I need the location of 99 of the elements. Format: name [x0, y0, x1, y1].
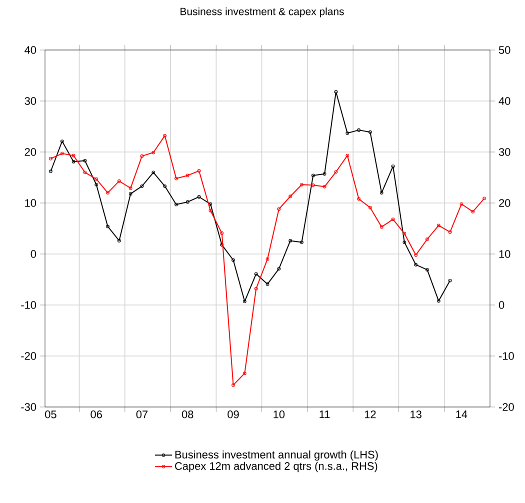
- point: [72, 154, 76, 158]
- point: [436, 224, 440, 228]
- x-tick-label: 05: [45, 410, 56, 418]
- y-tick-label: 40: [24, 46, 36, 54]
- y-tick-label: 30: [24, 97, 36, 105]
- point: [128, 186, 132, 190]
- point: [152, 170, 156, 174]
- y2-tick-label: -10: [498, 352, 514, 360]
- x-tick-label: 11: [320, 410, 330, 418]
- point: [357, 128, 360, 132]
- point: [288, 194, 292, 198]
- point: [402, 232, 406, 236]
- point: [357, 197, 360, 201]
- y-tick-label: 10: [25, 199, 36, 207]
- point: [163, 134, 167, 138]
- point: [106, 224, 110, 228]
- y-tick-label: -30: [21, 403, 36, 411]
- y-tick-label: 20: [24, 148, 36, 156]
- point: [232, 258, 235, 262]
- point: [426, 268, 429, 272]
- point: [72, 160, 76, 164]
- point: [60, 140, 64, 143]
- x-tick-label: 06: [90, 410, 102, 418]
- point: [94, 182, 98, 186]
- point: [426, 238, 429, 241]
- point: [174, 176, 178, 180]
- point: [322, 172, 326, 176]
- x-tick-label: 07: [136, 410, 148, 418]
- point: [266, 257, 270, 261]
- point: [380, 225, 384, 229]
- x-tick-label: 12: [364, 410, 376, 418]
- y2-tick-label: 10: [499, 250, 510, 258]
- point: [197, 195, 201, 199]
- point: [277, 267, 281, 270]
- point: [163, 184, 167, 188]
- y2-tick-label: 30: [498, 148, 510, 156]
- point: [140, 154, 144, 158]
- point: [220, 243, 224, 247]
- point: [128, 192, 132, 196]
- y-tick-label: -20: [21, 352, 36, 360]
- legend-label: Capex 12m advanced 2 qtrs (n.s.a., RHS): [175, 462, 378, 472]
- point: [322, 184, 326, 188]
- point: [232, 383, 235, 387]
- point: [414, 263, 418, 266]
- x-tick-label: 10: [274, 410, 285, 418]
- point: [311, 174, 315, 178]
- point: [471, 210, 475, 214]
- y2-tick-label: 20: [499, 199, 510, 207]
- point: [402, 240, 406, 244]
- y2-tick-label: 50: [498, 46, 510, 54]
- point: [94, 177, 98, 181]
- point: [277, 207, 281, 211]
- point: [391, 218, 395, 222]
- point: [288, 239, 292, 242]
- x-tick-label: 08: [182, 410, 194, 418]
- point: [60, 152, 64, 156]
- point: [152, 150, 156, 154]
- point: [300, 182, 304, 186]
- point: [254, 286, 258, 290]
- point: [140, 184, 144, 188]
- point: [436, 299, 440, 303]
- y2-tick-label: -20: [498, 403, 514, 411]
- point: [220, 231, 224, 235]
- point: [448, 230, 452, 234]
- y-tick-label: -10: [21, 301, 36, 309]
- point: [334, 170, 338, 174]
- point: [346, 131, 350, 135]
- point: [83, 170, 87, 174]
- y2-tick-label: 40: [498, 97, 510, 105]
- point: [242, 372, 246, 376]
- point: [300, 240, 304, 244]
- point: [380, 191, 384, 194]
- point: [186, 174, 190, 178]
- x-tick-label: 13: [410, 410, 422, 418]
- point: [368, 130, 372, 134]
- point: [117, 239, 121, 242]
- point: [106, 191, 110, 194]
- x-tick-label: 14: [456, 410, 468, 418]
- point: [242, 300, 246, 304]
- point: [368, 206, 372, 210]
- legend-label: Business investment annual growth (LHS): [175, 450, 378, 461]
- point: [174, 202, 178, 206]
- point: [346, 154, 350, 158]
- y2-tick-label: 0: [498, 301, 504, 309]
- point: [334, 90, 338, 94]
- point: [254, 272, 258, 276]
- point: [460, 202, 464, 206]
- point: [117, 179, 121, 183]
- point: [414, 253, 418, 257]
- point: [197, 169, 201, 173]
- point: [266, 282, 270, 286]
- point: [208, 208, 212, 212]
- chart-title: Business investment & capex plans: [180, 8, 344, 18]
- point: [311, 183, 315, 187]
- x-tick-label: 09: [228, 410, 239, 418]
- point: [391, 164, 395, 168]
- point: [83, 158, 87, 162]
- point: [186, 200, 190, 204]
- y-tick-label: 0: [30, 250, 36, 258]
